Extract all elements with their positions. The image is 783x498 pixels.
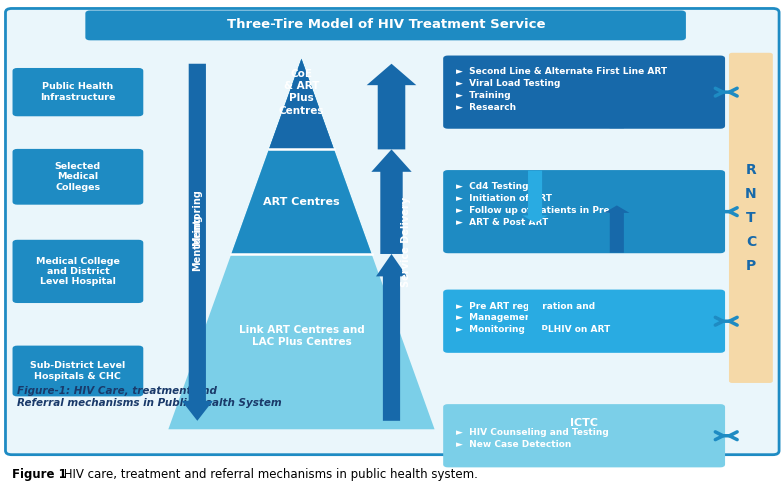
FancyBboxPatch shape bbox=[13, 240, 143, 303]
Text: Figure 1: Figure 1 bbox=[12, 468, 67, 481]
FancyBboxPatch shape bbox=[443, 404, 725, 467]
FancyArrow shape bbox=[371, 149, 412, 254]
FancyBboxPatch shape bbox=[729, 53, 773, 383]
FancyArrow shape bbox=[604, 206, 630, 253]
Polygon shape bbox=[231, 59, 372, 254]
Text: R
N
T
C
P: R N T C P bbox=[745, 163, 756, 273]
Polygon shape bbox=[168, 59, 435, 429]
Text: Sub-District Level
Hospitals & CHC: Sub-District Level Hospitals & CHC bbox=[31, 362, 125, 380]
Text: ICTC: ICTC bbox=[570, 418, 598, 428]
Text: Link ART Centres and
LAC Plus Centres: Link ART Centres and LAC Plus Centres bbox=[239, 325, 364, 347]
Text: Three-Tire Model of HIV Treatment Service: Three-Tire Model of HIV Treatment Servic… bbox=[227, 18, 545, 31]
Text: ►  Second Line & Alternate First Line ART: ► Second Line & Alternate First Line ART bbox=[456, 68, 667, 77]
Text: Selected
Medical
Colleges: Selected Medical Colleges bbox=[55, 162, 101, 192]
Text: ►  Pre ART registration and: ► Pre ART registration and bbox=[456, 302, 595, 311]
Text: ►  Research: ► Research bbox=[456, 104, 516, 113]
Text: Figure-1: HIV Care, treatment and
Referral mechanisms in Public Health System: Figure-1: HIV Care, treatment and Referr… bbox=[17, 386, 282, 407]
Text: Public Health
Infrastructure: Public Health Infrastructure bbox=[40, 83, 116, 102]
Text: ►  Training: ► Training bbox=[456, 92, 511, 101]
FancyArrow shape bbox=[376, 254, 407, 421]
FancyArrow shape bbox=[522, 170, 548, 223]
Text: ►  Initiation of ART: ► Initiation of ART bbox=[456, 194, 552, 203]
FancyBboxPatch shape bbox=[13, 68, 143, 117]
Text: CoE
& ART
Plus
Centres: CoE & ART Plus Centres bbox=[279, 69, 324, 116]
FancyArrow shape bbox=[366, 64, 417, 149]
Text: Service Delivery: Service Delivery bbox=[401, 197, 410, 287]
Text: ►  Management: ► Management bbox=[456, 314, 536, 323]
Text: ►  Monitoring of PLHIV on ART: ► Monitoring of PLHIV on ART bbox=[456, 326, 610, 335]
Text: Mentoring: Mentoring bbox=[193, 189, 202, 246]
Text: ►  Follow up of Patients in Pre: ► Follow up of Patients in Pre bbox=[456, 206, 609, 215]
FancyArrow shape bbox=[182, 64, 213, 421]
FancyBboxPatch shape bbox=[443, 56, 725, 129]
FancyArrow shape bbox=[522, 290, 548, 338]
FancyBboxPatch shape bbox=[443, 290, 725, 353]
FancyBboxPatch shape bbox=[443, 170, 725, 253]
Text: Medical College
and District
Level Hospital: Medical College and District Level Hospi… bbox=[36, 256, 120, 286]
FancyBboxPatch shape bbox=[13, 149, 143, 205]
FancyBboxPatch shape bbox=[13, 346, 143, 396]
Polygon shape bbox=[269, 59, 334, 149]
FancyArrow shape bbox=[604, 76, 630, 128]
FancyBboxPatch shape bbox=[85, 10, 686, 40]
Text: ART Centres: ART Centres bbox=[263, 197, 340, 207]
Text: ►  HIV Counseling and Testing: ► HIV Counseling and Testing bbox=[456, 428, 608, 437]
Text: Mentoring: Mentoring bbox=[193, 214, 202, 271]
Text: ►  Cd4 Testing: ► Cd4 Testing bbox=[456, 182, 529, 191]
Text: ►  New Case Detection: ► New Case Detection bbox=[456, 440, 571, 449]
Text: ►  Viral Load Testing: ► Viral Load Testing bbox=[456, 80, 560, 89]
Text: HIV care, treatment and referral mechanisms in public health system.: HIV care, treatment and referral mechani… bbox=[60, 468, 478, 481]
FancyBboxPatch shape bbox=[5, 8, 779, 455]
Text: ►  ART & Post ART: ► ART & Post ART bbox=[456, 218, 548, 227]
